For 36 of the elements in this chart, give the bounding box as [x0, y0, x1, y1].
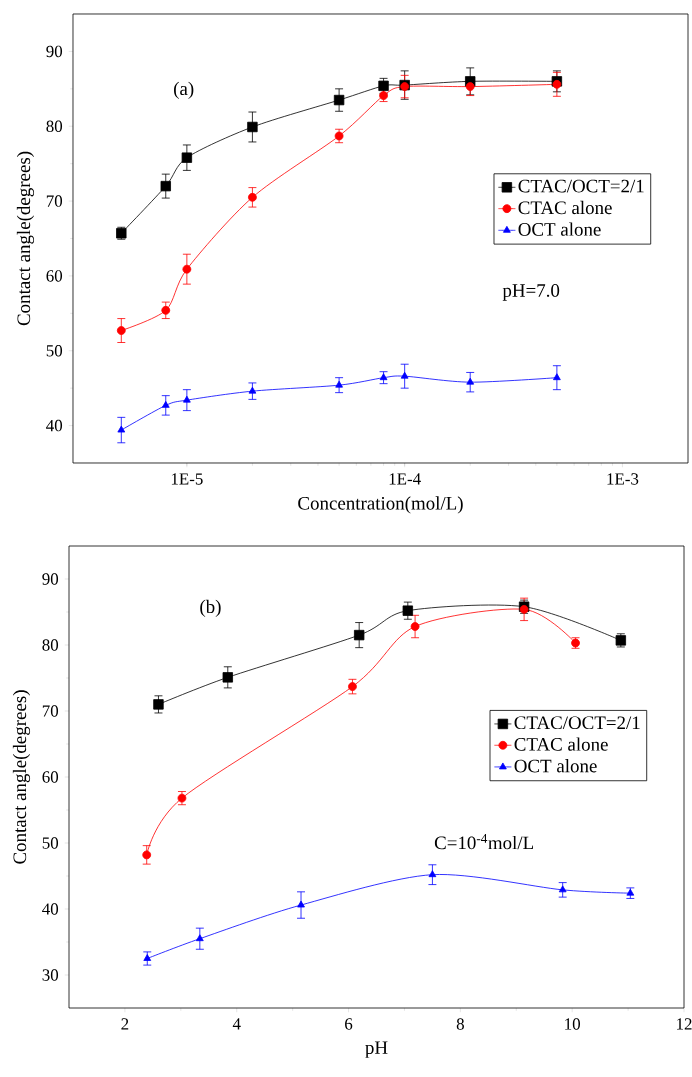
- legend-label: CTAC/OCT=2/1: [514, 716, 640, 730]
- y-tick-label: 80: [46, 120, 63, 132]
- annotation: (a): [174, 81, 194, 99]
- y-tick-label: 90: [42, 573, 59, 585]
- x-tick-label: 8: [456, 1018, 464, 1030]
- y-tick-label: 50: [46, 345, 63, 357]
- x-tick-label: 2: [121, 1018, 129, 1030]
- x-tick-label: 1E-3: [607, 473, 639, 485]
- legend-label: OCT alone: [518, 222, 601, 236]
- x-axis-title: pH: [365, 1041, 388, 1058]
- x-tick-label: 12: [677, 1018, 692, 1030]
- x-tick-label: 4: [232, 1018, 241, 1030]
- x-axis-title: Concentration(mol/L): [298, 496, 463, 514]
- y-tick-label: 80: [42, 639, 59, 651]
- annotation: pH=7.0: [502, 284, 560, 301]
- y-tick-label: 60: [46, 270, 63, 282]
- y-tick-label: 70: [46, 195, 63, 207]
- x-tick-label: 6: [345, 1018, 353, 1030]
- x-tick-label: 1E-4: [389, 473, 421, 485]
- annotation: (b): [200, 599, 221, 617]
- y-tick-label: 40: [42, 903, 59, 915]
- legend-label: CTAC alone: [514, 737, 608, 751]
- legend-label: CTAC alone: [518, 200, 612, 215]
- y-tick-label: 70: [42, 705, 59, 717]
- x-tick-label: 1E-5: [171, 473, 203, 485]
- x-tick-label: 10: [565, 1018, 581, 1030]
- annotation: C=10$^{-4}$mol/L: [434, 834, 534, 850]
- y-tick-label: 90: [46, 45, 63, 58]
- y-tick-label: 30: [42, 969, 59, 981]
- y-tick-label: 60: [42, 771, 59, 783]
- y-axis-title: Contact angle(degrees): [16, 151, 35, 326]
- legend-label: CTAC/OCT=2/1: [518, 179, 644, 193]
- legend-label: OCT alone: [514, 759, 597, 773]
- y-tick-label: 40: [46, 419, 63, 432]
- y-axis-title: Contact angle(degrees): [12, 690, 31, 864]
- y-tick-label: 50: [42, 837, 59, 849]
